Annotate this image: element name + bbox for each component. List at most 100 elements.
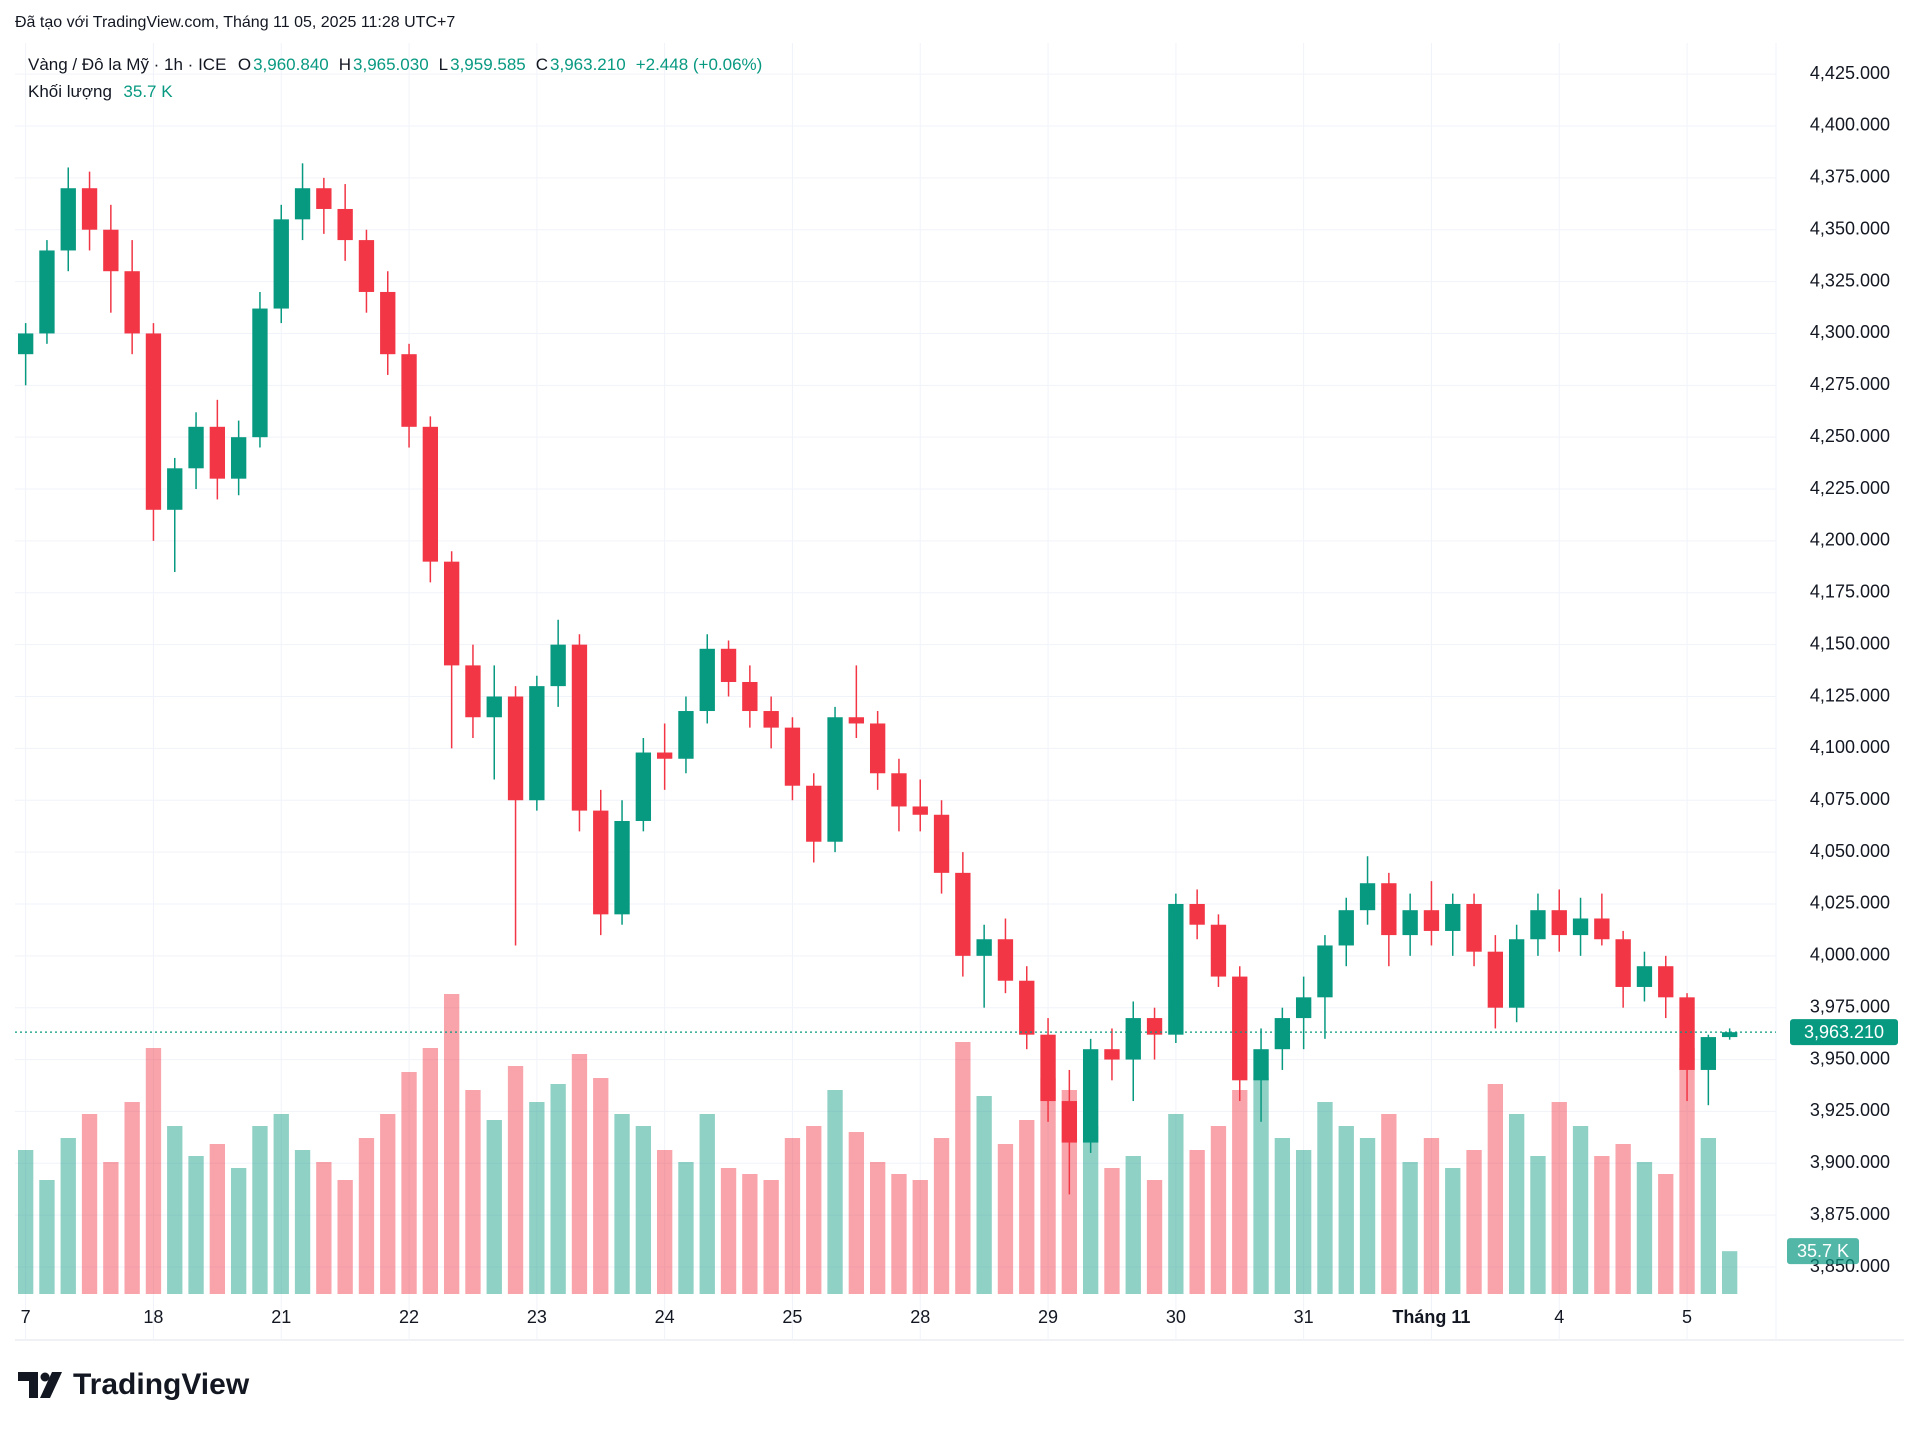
candle-body <box>1679 997 1695 1070</box>
candle-body <box>593 810 609 915</box>
volume-bar <box>1168 1114 1184 1294</box>
volume-title: Khối lượng <box>28 82 112 101</box>
candle-body <box>252 308 268 438</box>
volume-bar <box>1232 1090 1248 1294</box>
volume-bar <box>1125 1156 1141 1294</box>
volume-tag <box>1787 1238 1859 1265</box>
y-tick-label: 4,150.000 <box>1810 633 1890 653</box>
candle-body <box>1700 1037 1717 1070</box>
volume-bar <box>1104 1168 1120 1294</box>
candle-body <box>337 208 353 241</box>
candle-body <box>1423 910 1440 931</box>
volume-bar <box>976 1096 992 1294</box>
brand-icon <box>40 1372 62 1398</box>
candle-body <box>955 872 971 956</box>
volume-bar <box>848 1132 865 1294</box>
candle-body <box>1232 976 1248 1081</box>
last-price-tag <box>1790 1019 1898 1046</box>
volume-bar <box>1317 1102 1333 1294</box>
candle-body <box>1594 918 1610 940</box>
volume-bar <box>550 1084 566 1294</box>
volume-bar <box>699 1114 715 1294</box>
volume-bar <box>358 1138 375 1294</box>
volume-bar <box>294 1150 311 1294</box>
y-tick-label: 4,000.000 <box>1810 945 1890 965</box>
volume-bar <box>1636 1162 1653 1294</box>
candle-body <box>316 188 332 209</box>
volume-legend: Khối lượng 35.7 K <box>28 82 175 102</box>
candle-body <box>1210 924 1227 977</box>
candle-body <box>1189 903 1205 925</box>
candle-body <box>1487 951 1504 1008</box>
candle-body <box>1274 1018 1291 1050</box>
y-tick-label: 4,425.000 <box>1810 63 1890 83</box>
legend-value: 3,965.030 <box>353 55 429 74</box>
volume-bar <box>465 1090 481 1294</box>
volume-bar <box>124 1102 140 1294</box>
candle-body <box>1061 1101 1078 1143</box>
volume-bar <box>784 1138 801 1294</box>
x-tick-label: 21 <box>271 1307 291 1327</box>
y-tick-label: 4,025.000 <box>1810 893 1890 913</box>
x-tick-label: 18 <box>143 1307 163 1327</box>
volume-bar <box>1658 1174 1674 1294</box>
legend-change: +2.448 (+0.06%) <box>635 55 763 74</box>
volume-bar <box>593 1078 609 1294</box>
candle-body <box>294 188 311 220</box>
x-tick-label: 23 <box>527 1307 547 1327</box>
candle-body <box>81 188 98 230</box>
volume-bar <box>1253 1078 1269 1294</box>
volume-bar <box>39 1180 55 1294</box>
volume-bar <box>997 1144 1014 1294</box>
volume-bar <box>1082 1126 1099 1294</box>
volume-tag-label: 35.7 K <box>1797 1241 1849 1261</box>
candle-body <box>145 333 162 510</box>
chart-title: Đã tạo với TradingView.com, Tháng 11 05,… <box>15 14 456 31</box>
legend-key: H <box>338 55 352 74</box>
candle-body <box>571 644 588 811</box>
y-tick-label: 3,950.000 <box>1810 1048 1890 1068</box>
legend-key: O <box>237 55 252 74</box>
volume-bar <box>252 1126 268 1294</box>
volume-bar <box>1040 1078 1056 1294</box>
candle-body <box>912 806 928 815</box>
candle-body <box>550 644 566 687</box>
volume-bar <box>571 1054 588 1294</box>
volume-bar <box>1423 1138 1440 1294</box>
volume-bar <box>81 1114 98 1294</box>
candle-body <box>1466 903 1482 952</box>
candle-body <box>1168 903 1184 1035</box>
y-tick-label: 4,050.000 <box>1810 841 1890 861</box>
volume-bar <box>167 1126 183 1294</box>
volume-bar <box>1146 1180 1163 1294</box>
candle-body <box>124 271 140 334</box>
candle-body <box>103 229 119 272</box>
x-tick-label: 7 <box>21 1307 31 1327</box>
y-tick-label: 4,350.000 <box>1810 218 1890 238</box>
volume-bar <box>806 1126 822 1294</box>
volume-bar <box>1295 1150 1312 1294</box>
y-tick-label: 3,925.000 <box>1810 1100 1890 1120</box>
candle-body <box>1572 918 1589 936</box>
y-tick-label: 4,175.000 <box>1810 582 1890 602</box>
volume-bar <box>1445 1168 1461 1294</box>
volume-bar <box>103 1162 119 1294</box>
candle-body <box>827 717 843 842</box>
y-tick-label: 4,275.000 <box>1810 374 1890 394</box>
candle-body <box>891 773 907 807</box>
volume-bar <box>401 1072 417 1294</box>
x-tick-label: 30 <box>1166 1307 1186 1327</box>
x-tick-label: 29 <box>1038 1307 1058 1327</box>
volume-bar <box>869 1162 886 1294</box>
candle-body <box>1530 910 1546 940</box>
volume-bar <box>1019 1120 1035 1294</box>
volume-bar <box>678 1162 694 1294</box>
volume-bar <box>912 1180 928 1294</box>
candle-body <box>1658 966 1674 998</box>
brand-icon <box>18 1372 38 1398</box>
candle-body <box>465 665 481 718</box>
volume-bar <box>1359 1138 1376 1294</box>
volume-bar <box>742 1174 758 1294</box>
candle-body <box>1359 883 1376 911</box>
